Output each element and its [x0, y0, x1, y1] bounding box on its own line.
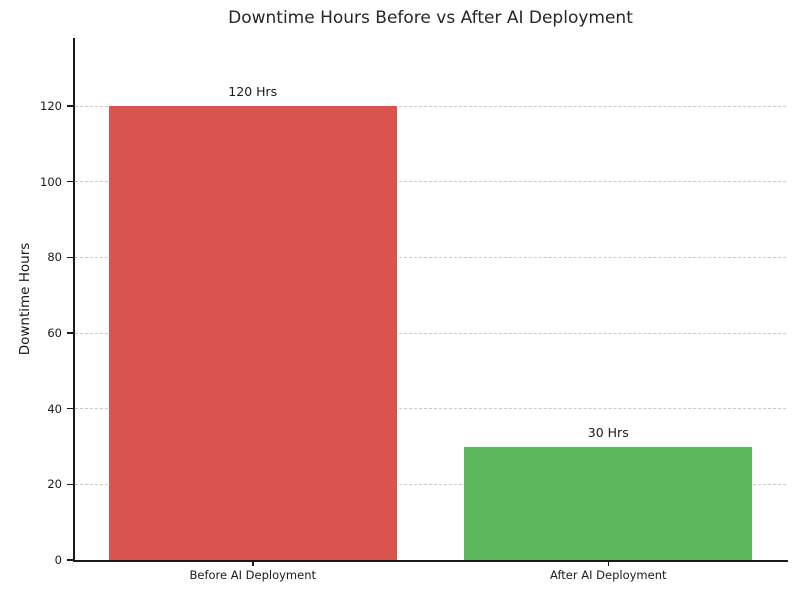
gridline-40 — [75, 408, 786, 410]
gridline-60 — [75, 332, 786, 334]
x-tick-after-ai-deployment — [607, 560, 609, 566]
x-tick-label-after-ai-deployment: After AI Deployment — [549, 568, 667, 582]
gridline-20 — [75, 483, 786, 485]
bar-before-ai-deployment — [108, 106, 397, 560]
y-tick-20 — [67, 483, 73, 486]
x-tick-before-ai-deployment — [252, 560, 254, 566]
y-axis-spine — [73, 38, 75, 562]
x-tick-label-before-ai-deployment: Before AI Deployment — [189, 568, 317, 582]
bar-value-label-before-ai-deployment: 120 Hrs — [228, 84, 278, 100]
bar-after-ai-deployment — [464, 446, 753, 560]
y-tick-40 — [67, 407, 73, 410]
bar-value-label-after-ai-deployment: 30 Hrs — [587, 424, 629, 440]
y-tick-120 — [67, 105, 73, 107]
y-tick-label-0: 0 — [54, 553, 62, 567]
y-tick-80 — [67, 256, 73, 259]
x-axis-spine — [73, 560, 788, 562]
y-tick-label-100: 100 — [40, 174, 62, 189]
y-tick-60 — [67, 332, 73, 334]
gridline-80 — [75, 256, 786, 258]
chart-title: Downtime Hours Before vs After AI Deploy… — [228, 8, 633, 28]
plot-area — [75, 38, 786, 560]
y-tick-label-20: 20 — [47, 477, 62, 492]
y-tick-label-80: 80 — [47, 250, 62, 265]
y-tick-label-60: 60 — [47, 326, 62, 341]
y-tick-0 — [67, 559, 73, 561]
y-tick-100 — [67, 180, 73, 183]
y-tick-label-40: 40 — [47, 401, 62, 416]
gridline-100 — [75, 181, 786, 183]
gridline-120 — [75, 105, 786, 107]
y-tick-label-120: 120 — [40, 99, 62, 114]
